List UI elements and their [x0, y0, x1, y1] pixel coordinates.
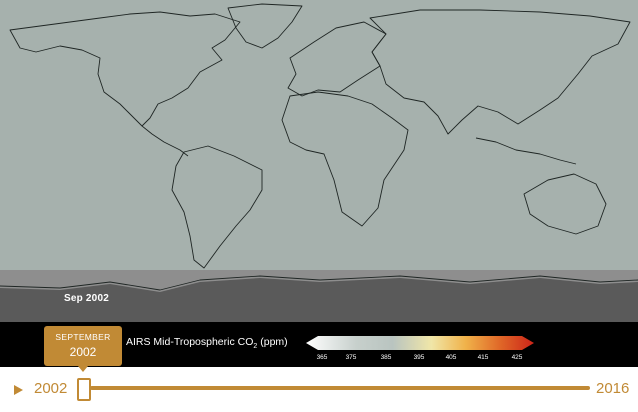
play-icon[interactable] — [14, 385, 23, 395]
ocean-background — [0, 0, 638, 270]
date-tooltip: SEPTEMBER 2002 — [44, 326, 122, 372]
tick-label: 405 — [445, 354, 457, 361]
timeline-bar: 2002 2016 — [0, 367, 638, 412]
australia-outline — [523, 173, 607, 235]
legend-title-text: AIRS Mid-Tropospheric CO — [126, 336, 254, 348]
tick-label: 415 — [477, 354, 489, 361]
colorbar-gradient — [306, 336, 534, 350]
legend-title: AIRS Mid-Tropospheric CO2 (ppm) — [126, 336, 288, 350]
greenland-outline — [227, 3, 303, 49]
timeline-slider-track[interactable] — [90, 386, 590, 390]
tick-label: 425 — [511, 354, 523, 361]
continent-outlines — [0, 3, 638, 291]
frame-date-label: Sep 2002 — [64, 293, 109, 304]
north-america-outline — [9, 11, 241, 127]
tick-label: 385 — [380, 354, 392, 361]
antarctica-coast — [0, 275, 638, 291]
indonesia-outline — [475, 137, 577, 165]
asia-outline — [369, 9, 631, 135]
central-america-outline — [141, 125, 189, 157]
world-map — [0, 0, 638, 322]
tooltip-month: SEPTEMBER — [55, 332, 111, 342]
timeline-start-year: 2002 — [34, 380, 68, 397]
tooltip-year: 2002 — [69, 345, 97, 359]
africa-outline — [281, 91, 409, 227]
legend-title-unit: (ppm) — [257, 336, 288, 348]
timeline-slider-thumb[interactable] — [77, 378, 91, 401]
antarctica-ice — [0, 278, 638, 322]
tick-label: 395 — [413, 354, 425, 361]
map-panel: Sep 2002 — [0, 0, 638, 322]
timeline-end-year: 2016 — [596, 380, 630, 397]
south-america-outline — [171, 145, 263, 269]
colorbar — [306, 336, 534, 350]
legend-title-subscript: 2 — [253, 343, 258, 351]
tick-label: 365 — [316, 354, 328, 361]
tick-label: 375 — [345, 354, 357, 361]
